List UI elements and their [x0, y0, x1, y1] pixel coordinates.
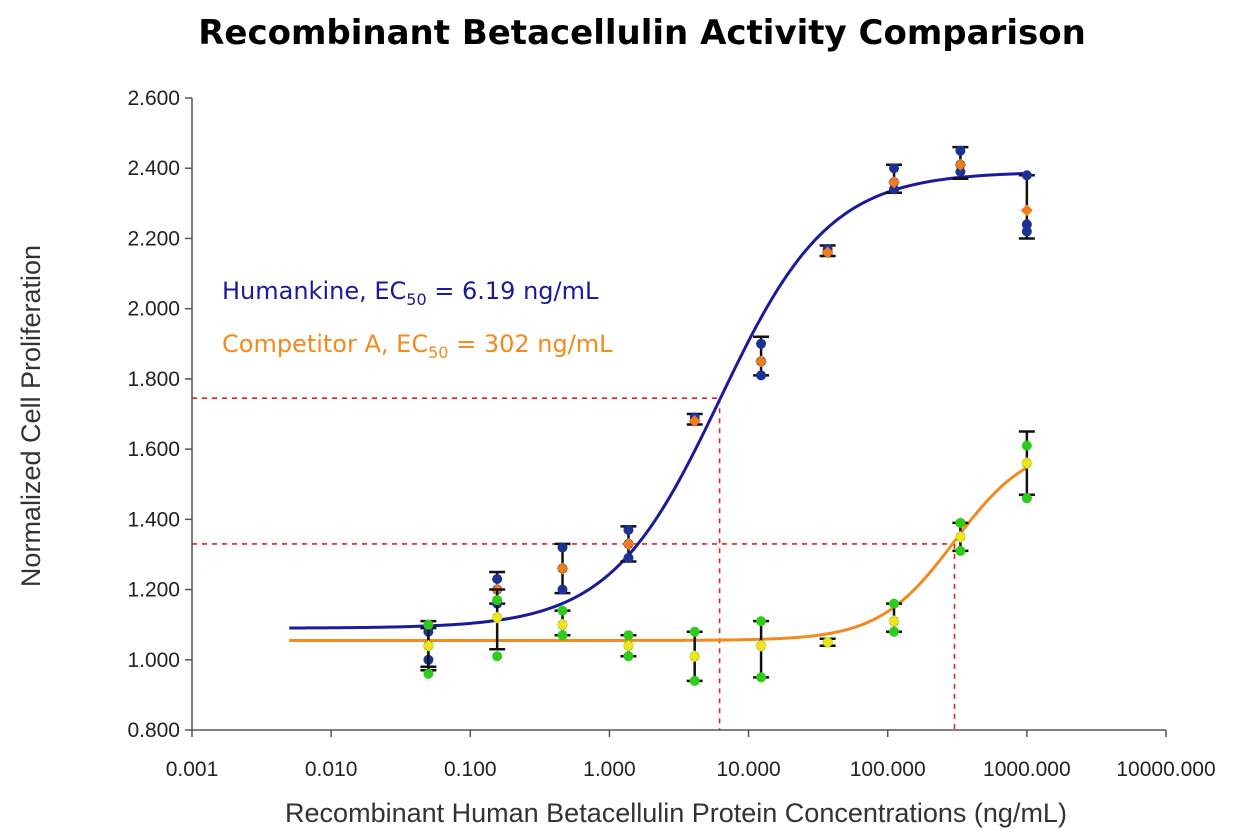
- x-tick-label: 100.000: [850, 758, 926, 781]
- y-tick-label: 1.000: [127, 649, 180, 672]
- x-axis-label: Recombinant Human Betacellulin Protein C…: [285, 798, 1067, 828]
- x-tick-label: 0.001: [166, 758, 219, 781]
- y-tick-label: 2.400: [127, 157, 180, 180]
- mean-point-series-1: [888, 615, 901, 628]
- y-tick-label: 1.800: [127, 368, 180, 391]
- replicate-point-series-1: [623, 630, 634, 641]
- replicate-point-series-1: [689, 675, 700, 686]
- replicate-point-series-1: [1021, 440, 1032, 451]
- replicate-point-series-0: [623, 524, 634, 535]
- replicate-point-series-1: [1021, 493, 1032, 504]
- mean-point-series-1: [688, 650, 701, 663]
- mean-point-series-0: [888, 176, 901, 189]
- mean-point-series-0: [688, 415, 701, 428]
- fit-curve-series-0: [289, 171, 1027, 630]
- mean-point-series-0: [556, 562, 569, 575]
- replicate-point-series-0: [557, 584, 568, 595]
- replicate-point-series-1: [423, 619, 434, 630]
- mean-point-series-1: [622, 639, 635, 652]
- replicate-point-series-1: [756, 616, 767, 627]
- replicate-point-series-0: [623, 552, 634, 563]
- replicate-point-series-0: [1021, 219, 1032, 230]
- mean-point-series-1: [491, 611, 504, 624]
- x-tick-label: 0.100: [444, 758, 497, 781]
- mean-point-series-1: [755, 639, 768, 652]
- axes: 0.800 1.000 1.200 1.400 1.600 1.800 2.000 2.200…: [127, 87, 1215, 781]
- data-points: [420, 145, 1035, 686]
- replicate-point-series-1: [955, 545, 966, 556]
- mean-point-series-1: [1020, 457, 1033, 470]
- replicate-point-series-1: [492, 595, 503, 606]
- replicate-point-series-1: [492, 651, 503, 662]
- replicate-point-series-0: [492, 574, 503, 585]
- reference-lines: [192, 397, 956, 730]
- legend-competitor-a: Competitor A, EC50 = 302 ng/mL: [222, 330, 613, 362]
- mean-point-series-1: [556, 618, 569, 631]
- replicate-point-series-0: [1021, 226, 1032, 237]
- y-tick-label: 1.600: [127, 438, 180, 461]
- x-tick-label: 10000.000: [1116, 758, 1215, 781]
- replicate-point-series-1: [423, 668, 434, 679]
- y-tick-label: 2.000: [127, 298, 180, 321]
- replicate-point-series-0: [1021, 170, 1032, 181]
- x-tick-label: 1000.000: [983, 758, 1071, 781]
- replicate-point-series-1: [889, 626, 900, 637]
- mean-point-series-1: [954, 530, 967, 543]
- replicate-point-series-0: [756, 338, 767, 349]
- replicate-point-series-0: [756, 370, 767, 381]
- x-tick-label: 10.000: [716, 758, 780, 781]
- y-tick-label: 1.400: [127, 508, 180, 531]
- y-axis-label: Normalized Cell Proliferation: [16, 245, 46, 587]
- replicate-point-series-0: [955, 166, 966, 177]
- replicate-point-series-1: [557, 605, 568, 616]
- mean-point-series-0: [1020, 204, 1033, 217]
- replicate-point-series-0: [557, 542, 568, 553]
- mean-point-series-0: [954, 158, 967, 171]
- replicate-point-series-0: [889, 184, 900, 195]
- mean-point-series-1: [422, 639, 435, 652]
- replicate-point-series-0: [955, 145, 966, 156]
- y-tick-label: 2.200: [127, 227, 180, 250]
- legend: Humankine, EC50 = 6.19 ng/mL Competitor …: [222, 277, 613, 362]
- x-tick-label: 0.010: [305, 758, 358, 781]
- fit-curve-series-1: [289, 466, 1028, 642]
- replicate-point-series-1: [557, 630, 568, 641]
- mean-point-series-1: [821, 636, 834, 649]
- mean-point-series-0: [755, 355, 768, 368]
- y-tick-label: 1.200: [127, 579, 180, 602]
- chart-title: Recombinant Betacellulin Activity Compar…: [198, 13, 1086, 53]
- y-tick-label: 2.600: [127, 87, 180, 110]
- x-tick-label: 1.000: [583, 758, 636, 781]
- replicate-point-series-0: [889, 163, 900, 174]
- replicate-point-series-1: [689, 626, 700, 637]
- replicate-point-series-1: [623, 651, 634, 662]
- y-tick-label: 0.800: [127, 719, 180, 742]
- mean-point-series-0: [622, 537, 635, 550]
- replicate-point-series-1: [889, 598, 900, 609]
- replicate-point-series-1: [756, 672, 767, 683]
- fit-curves: [289, 171, 1028, 642]
- mean-point-series-0: [821, 246, 834, 259]
- legend-humankine: Humankine, EC50 = 6.19 ng/mL: [222, 277, 599, 309]
- replicate-point-series-1: [955, 517, 966, 528]
